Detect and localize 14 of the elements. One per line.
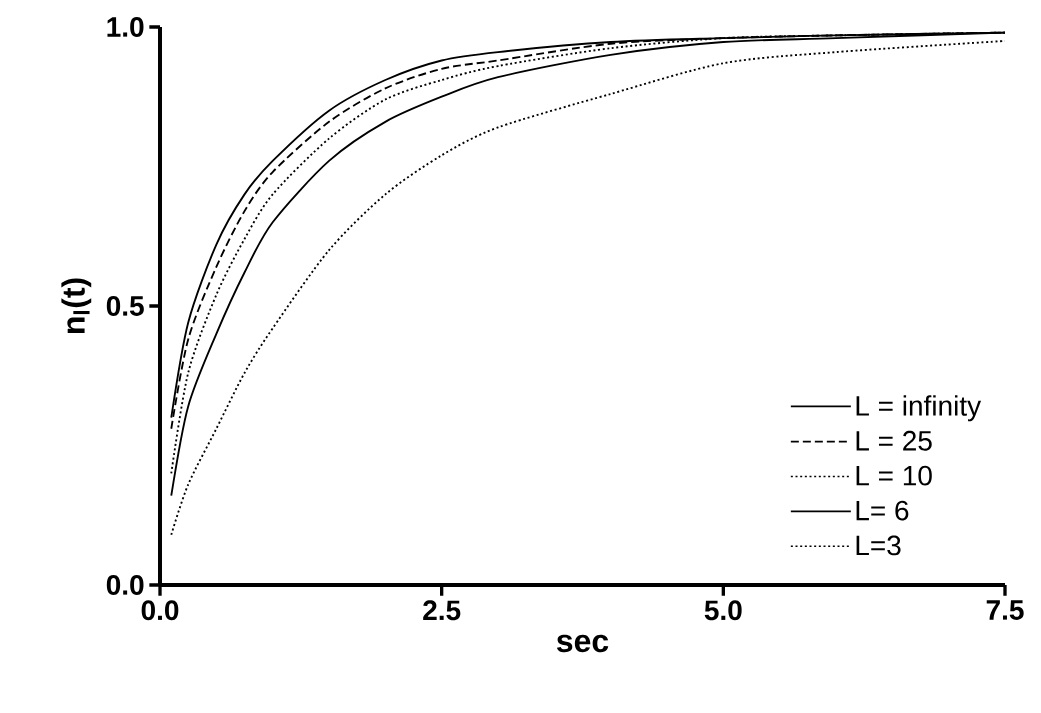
x-axis-title: sec — [556, 634, 609, 653]
x-tick-label: 2.5 — [423, 600, 461, 621]
legend-label: L = 10 — [856, 465, 932, 486]
legend-label: L = 25 — [856, 430, 932, 451]
x-tick-label: 5.0 — [704, 600, 742, 621]
legend-label: L = infinity — [856, 395, 982, 422]
x-tick-label: 7.5 — [986, 600, 1024, 620]
x-tick-label: 0.0 — [141, 600, 179, 621]
legend-label: L=3 — [856, 535, 901, 556]
legend-label: L= 6 — [856, 500, 909, 521]
y-tick-label: 0.0 — [106, 575, 144, 595]
y-axis-title: n$_{l}$(t) — [61, 278, 92, 334]
y-tick-label: 0.5 — [106, 296, 144, 316]
y-tick-label: 1.0 — [107, 17, 144, 37]
